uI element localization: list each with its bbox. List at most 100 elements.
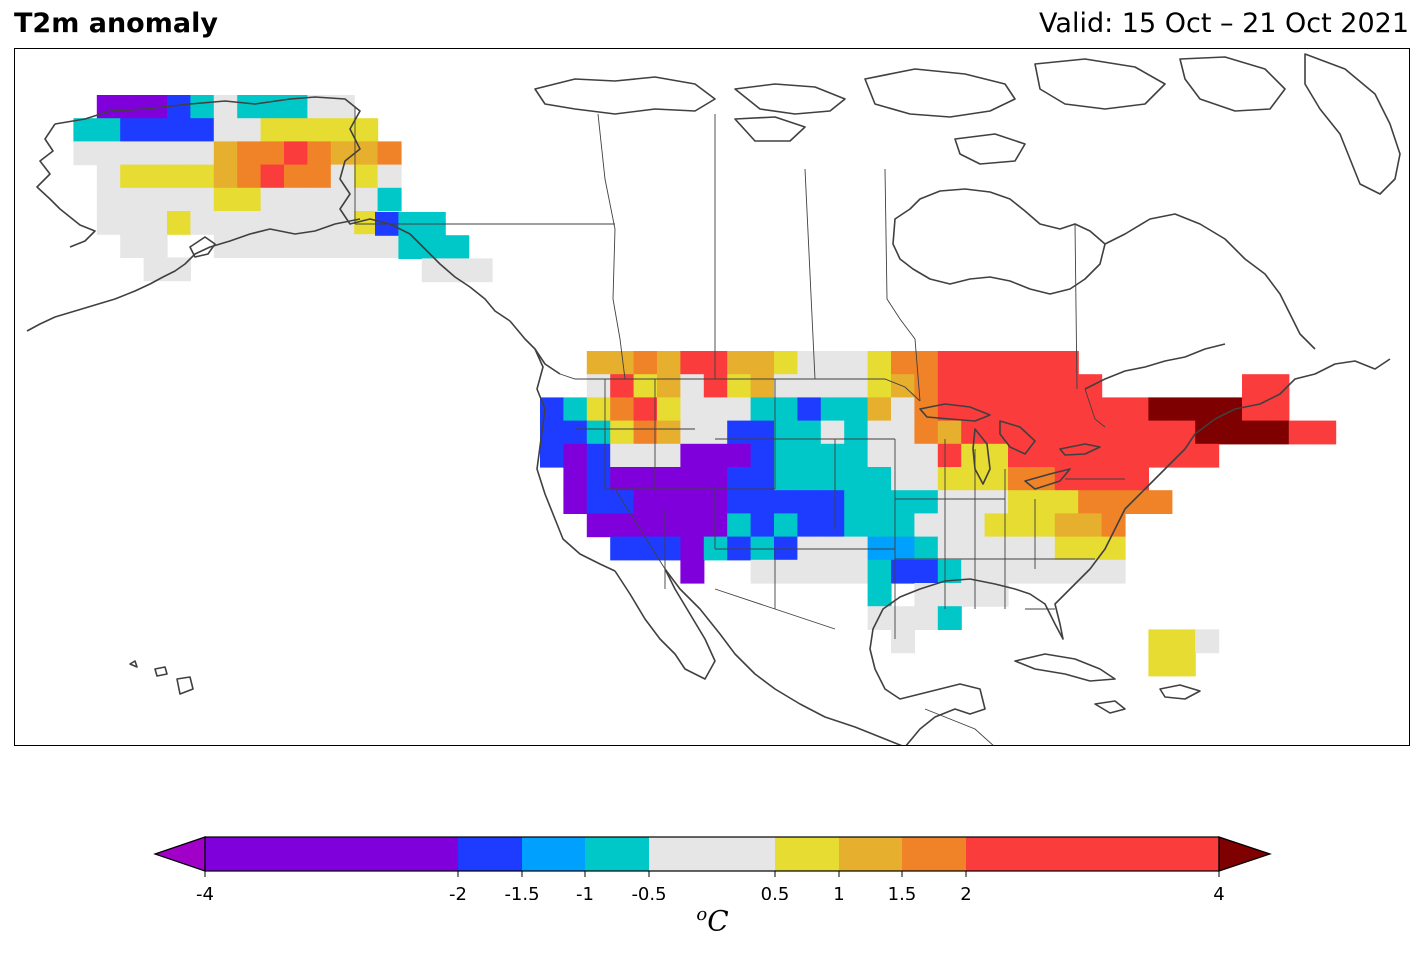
anomaly-cell: [1171, 652, 1196, 677]
anomaly-cell: [610, 397, 635, 422]
anomaly-cell: [307, 234, 332, 258]
anomaly-cell: [633, 513, 658, 538]
anomaly-cell: [120, 211, 145, 235]
anomaly-cell: [891, 606, 915, 630]
anomaly-cell: [1054, 536, 1079, 561]
anomaly-cell: [867, 583, 892, 607]
anomaly-cell: [167, 164, 191, 189]
anomaly-cell: [1008, 490, 1032, 514]
colorbar-bin: [522, 837, 585, 871]
anomaly-cell: [680, 467, 705, 491]
anomaly-cell: [1078, 536, 1103, 561]
anomaly-cell: [540, 397, 564, 422]
anomaly-cell: [1148, 420, 1173, 445]
anomaly-cell: [1242, 420, 1266, 445]
anomaly-cell: [1265, 397, 1290, 422]
anomaly-cell: [330, 95, 355, 119]
anomaly-cell: [727, 536, 752, 561]
map-title: T2m anomaly: [14, 8, 218, 39]
anomaly-cell: [610, 467, 635, 491]
anomaly-cell: [1054, 420, 1079, 445]
anomaly-cell: [727, 374, 752, 398]
anomaly-cell: [891, 467, 915, 491]
colorbar-ticks: -4 -2 -1.5 -1 -0.5 0.5 1 1.5 2 4: [196, 871, 1225, 900]
anomaly-cell: [1078, 443, 1103, 468]
anomaly-cell: [1171, 420, 1196, 445]
colorbar-under-arrow: [153, 836, 206, 872]
anomaly-cell: [797, 490, 822, 514]
anomaly-cell: [657, 513, 681, 538]
colorbar-tick-label: 2: [960, 884, 971, 900]
anomaly-cell: [867, 443, 892, 468]
anomaly-cell: [633, 397, 658, 422]
anomaly-cell: [867, 420, 892, 445]
anomaly-cell: [586, 443, 611, 468]
anomaly-cell: [586, 374, 611, 398]
anomaly-cell: [120, 234, 145, 258]
anomaly-cell: [1148, 397, 1173, 422]
anomaly-cell: [237, 95, 262, 119]
anomaly-cell: [143, 118, 168, 142]
anomaly-cell: [143, 141, 168, 166]
anomaly-cell: [891, 490, 915, 514]
anomaly-cell: [1101, 513, 1126, 538]
anomaly-cell: [610, 443, 635, 468]
anomaly-cell: [820, 351, 845, 375]
anomaly-cell: [867, 513, 892, 538]
anomaly-cell: [774, 351, 798, 375]
anomaly-cell: [143, 164, 168, 189]
anomaly-cell: [633, 351, 658, 375]
anomaly-cell: [914, 351, 939, 375]
anomaly-cell: [1101, 397, 1126, 422]
anomaly-cell: [891, 443, 915, 468]
anomaly-cell: [563, 420, 588, 445]
anomaly-cell: [1218, 397, 1243, 422]
anomaly-cell: [284, 234, 308, 258]
anomaly-cell: [73, 118, 98, 142]
anomaly-cell: [844, 351, 869, 375]
anomaly-cell: [657, 420, 681, 445]
anomaly-cell: [750, 490, 775, 514]
anomaly-cell: [143, 211, 168, 235]
anomaly-cell: [1195, 397, 1220, 422]
anomaly-cell: [1008, 397, 1032, 422]
anomaly-cell: [820, 397, 845, 422]
anomaly-cell: [1101, 443, 1126, 468]
anomaly-cell: [610, 513, 635, 538]
anomaly-cell: [750, 513, 775, 538]
anomaly-cell: [377, 234, 402, 258]
anomaly-cell: [797, 559, 822, 584]
anomaly-cell: [610, 536, 635, 561]
anomaly-cell: [657, 467, 681, 491]
anomaly-cell: [307, 118, 332, 142]
anomaly-cell: [914, 513, 939, 538]
anomaly-cell: [820, 443, 845, 468]
anomaly-cell: [774, 374, 798, 398]
colorbar-tick-label: 0.5: [761, 884, 790, 900]
anomaly-cell: [633, 420, 658, 445]
anomaly-cell: [96, 187, 121, 212]
anomaly-cell: [774, 420, 798, 445]
anomaly-cell: [610, 420, 635, 445]
anomaly-cell: [96, 164, 121, 189]
anomaly-cell: [750, 443, 775, 468]
anomaly-cell: [914, 420, 939, 445]
anomaly-cell: [914, 490, 939, 514]
anomaly-cell: [586, 490, 611, 514]
anomaly-cell: [284, 95, 308, 119]
anomaly-cell: [727, 420, 752, 445]
anomaly-cell: [937, 443, 962, 468]
anomaly-cell: [703, 397, 728, 422]
anomaly-cell: [540, 443, 564, 468]
anomaly-cell: [750, 397, 775, 422]
anomaly-cell: [961, 490, 986, 514]
colorbar-bin: [649, 837, 775, 871]
anomaly-cell: [727, 443, 752, 468]
anomaly-cell: [1078, 397, 1103, 422]
anomaly-cell: [237, 118, 262, 142]
anomaly-cell: [120, 118, 145, 142]
anomaly-cell: [260, 234, 285, 258]
anomaly-cell: [73, 141, 98, 166]
anomaly-cell: [914, 397, 939, 422]
anomaly-cell: [703, 351, 728, 375]
